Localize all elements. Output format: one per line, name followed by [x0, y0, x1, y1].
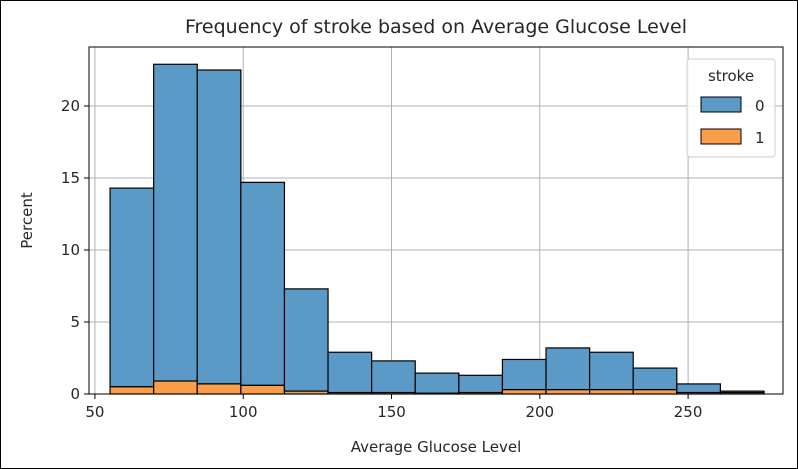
bar-stroke-1	[240, 384, 286, 395]
bar-stroke-0	[545, 347, 591, 391]
legend-label-0: 0	[755, 97, 765, 115]
bar-stroke-1	[153, 380, 198, 395]
axis-ticks: 50 100 150 200 250 0 5 10 15 20	[61, 97, 703, 421]
bar-stroke-0	[676, 383, 722, 394]
x-tick-label: 200	[525, 403, 554, 421]
bar-stroke-0	[283, 288, 329, 392]
bars	[109, 63, 765, 395]
legend-swatch-1	[700, 128, 742, 145]
x-tick-label: 100	[229, 403, 258, 421]
y-tick-label: 10	[61, 241, 80, 259]
bar-stroke-1	[109, 386, 155, 395]
bar-stroke-1	[196, 383, 242, 395]
y-tick-label: 15	[61, 169, 80, 187]
bar-stroke-0	[458, 374, 504, 394]
bar-stroke-1	[501, 389, 547, 395]
bar-stroke-0	[632, 367, 678, 391]
x-tick-label: 250	[674, 403, 703, 421]
legend: stroke 01	[686, 58, 776, 158]
x-tick-label: 150	[377, 403, 406, 421]
y-axis-label: Percent	[18, 192, 36, 249]
plot-area-border	[88, 46, 784, 395]
bar-stroke-0	[589, 351, 634, 391]
bar-stroke-1	[545, 389, 591, 395]
bar-stroke-0	[414, 372, 460, 394]
bar-stroke-0	[196, 69, 242, 385]
bar-stroke-1	[589, 389, 634, 395]
chart-title: Frequency of stroke based on Average Glu…	[185, 16, 687, 38]
legend-title: stroke	[708, 67, 754, 85]
y-tick-label: 0	[70, 385, 80, 403]
bar-stroke-1	[632, 389, 678, 395]
x-tick-label: 50	[85, 403, 104, 421]
bar-stroke-0	[240, 181, 286, 386]
x-axis-label: Average Glucose Level	[351, 438, 522, 456]
legend-label-1: 1	[755, 129, 765, 147]
y-tick-label: 20	[61, 97, 80, 115]
legend-swatch-0	[700, 96, 742, 113]
bar-stroke-0	[501, 358, 547, 391]
bar-stroke-0	[371, 360, 416, 394]
legend-items: 01	[700, 96, 765, 147]
bar-stroke-0	[109, 187, 155, 388]
y-tick-label: 5	[70, 313, 80, 331]
bar-stroke-0	[153, 63, 198, 382]
bar-stroke-0	[327, 351, 373, 394]
